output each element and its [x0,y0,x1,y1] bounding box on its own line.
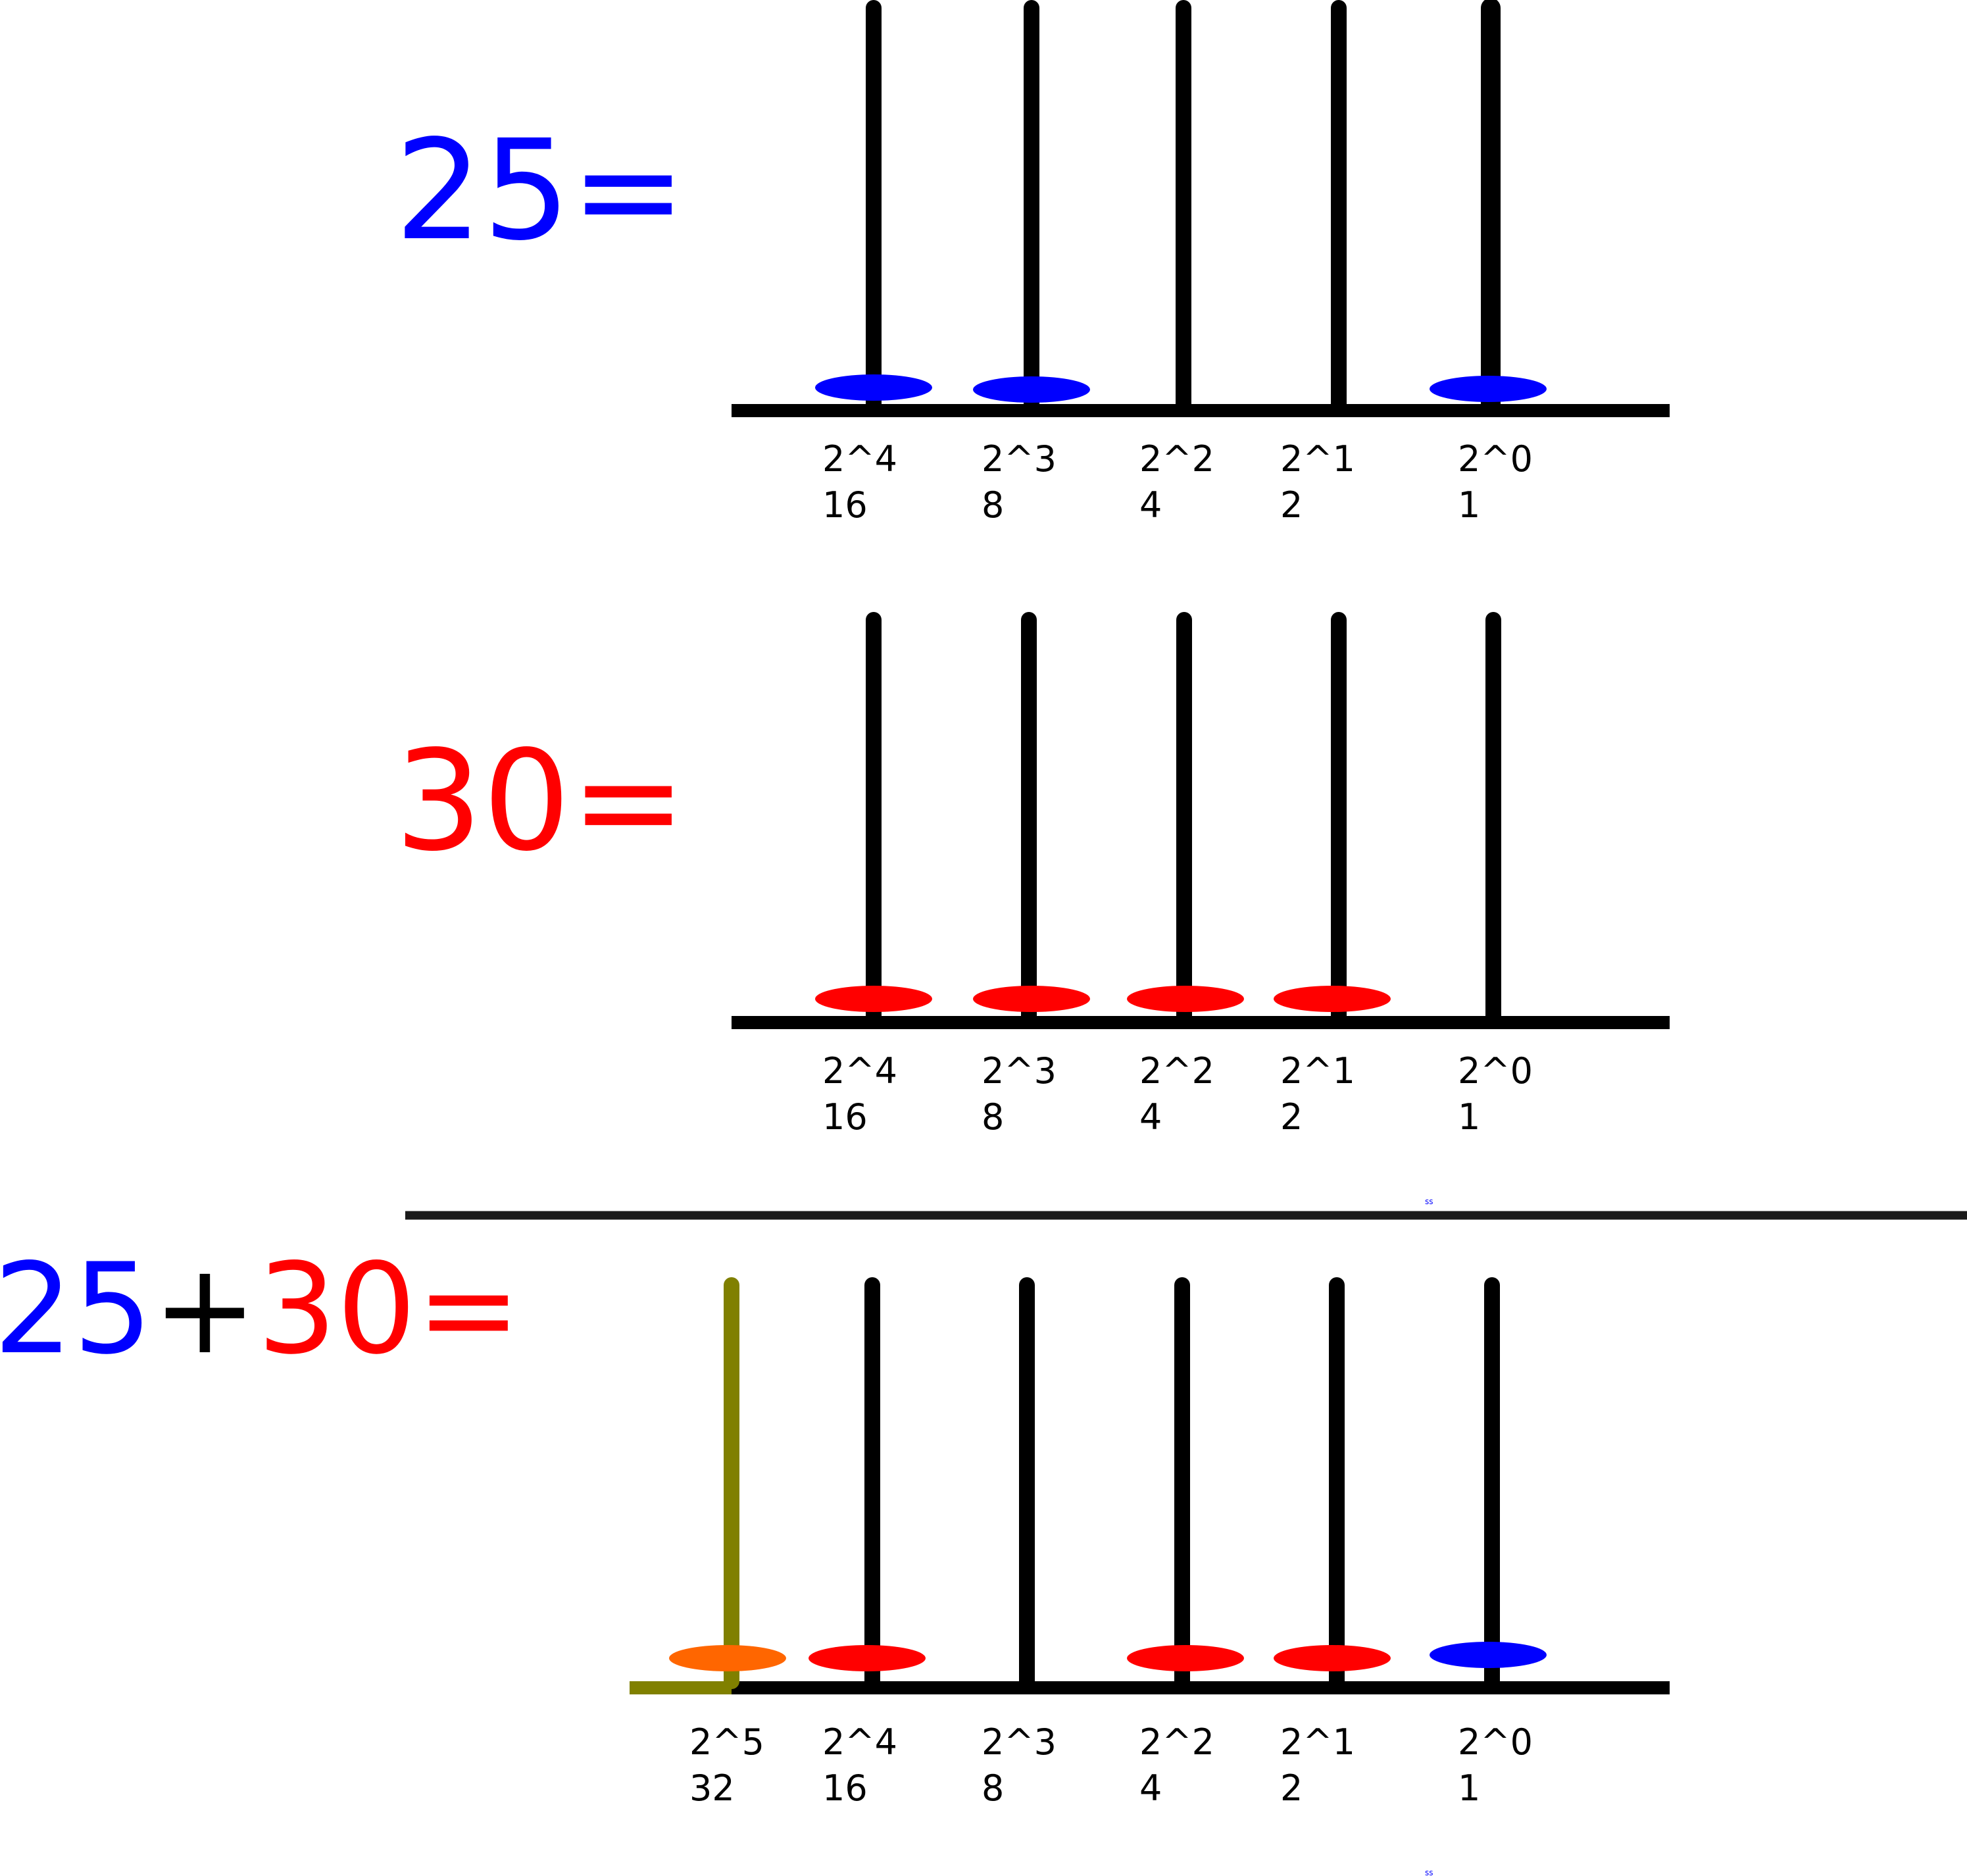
weight-label: 2 [1280,1767,1303,1809]
weight-label: 8 [982,1096,1004,1138]
weight-label: 4 [1139,484,1162,526]
bead-red-2-1 [1274,1645,1391,1671]
addend-b: 30 [257,1236,416,1382]
weight-label: 8 [982,484,1004,526]
power-label: 2^2 [1139,438,1214,480]
weight-label: 4 [1139,1096,1162,1138]
weight-label: 1 [1458,484,1480,526]
equation-value: 30 [395,721,570,882]
bead-blue-2-4 [815,374,932,401]
bead-red-2-4 [815,986,932,1012]
bead-blue-2-0 [1430,1642,1547,1668]
bead-red-2-1 [1274,986,1391,1012]
power-label: 2^4 [822,1050,897,1092]
bead-red-2-4 [809,1645,926,1671]
power-label: 2^3 [982,1050,1057,1092]
plus-sign: + [153,1236,257,1382]
panel-1: 25= 2^4 16 2^3 8 2^2 4 2^1 2 2^0 1 [395,0,1670,526]
bead-blue-2-0 [1430,376,1547,402]
weight-label: 16 [822,1096,868,1138]
power-label: 2^3 [982,438,1057,480]
power-label: 2^2 [1139,1050,1214,1092]
equation-30: 30= [395,721,686,882]
small-mark: ss [1425,1868,1433,1876]
weight-label: 16 [822,1767,868,1809]
power-label: 2^4 [822,1721,897,1763]
bead-red-2-2 [1127,986,1244,1012]
power-label: 2^0 [1458,1721,1533,1763]
equals-sign: = [570,721,686,882]
weight-label: 8 [982,1767,1004,1809]
bead-red-2-2 [1127,1645,1244,1671]
power-label: 2^1 [1280,1050,1355,1092]
equals-sign: = [416,1236,521,1382]
small-mark: ss [1425,1197,1433,1206]
weight-label: 2 [1280,1096,1303,1138]
addend-a: 25 [0,1236,153,1382]
power-label: 2^5 [689,1721,764,1763]
panel-2: 30= 2^4 16 2^3 8 2^2 4 2^1 2 2^0 1 [395,612,1670,1138]
power-label: 2^0 [1458,438,1533,480]
weight-label: 4 [1139,1767,1162,1809]
power-label: 2^2 [1139,1721,1214,1763]
weight-label: 1 [1458,1767,1480,1809]
equation-25: 25= [395,110,686,271]
equation-sum: 25+30= [0,1236,521,1382]
bead-blue-2-3 [973,376,1090,403]
equation-value: 25 [395,110,570,271]
equals-sign: = [570,110,686,271]
bead-red-2-3 [973,986,1090,1012]
weight-label: 16 [822,484,868,526]
weight-label: 1 [1458,1096,1480,1138]
power-label: 2^3 [982,1721,1057,1763]
weight-label: 32 [689,1767,735,1809]
power-label: 2^1 [1280,1721,1355,1763]
power-label: 2^1 [1280,438,1355,480]
bead-orange-2-5 [669,1645,786,1671]
power-label: 2^0 [1458,1050,1533,1092]
weight-label: 2 [1280,484,1303,526]
power-label: 2^4 [822,438,897,480]
panel-3: 25+30= 2^5 32 2^4 16 2^3 8 2^2 4 2^1 2 2… [0,1236,1670,1809]
